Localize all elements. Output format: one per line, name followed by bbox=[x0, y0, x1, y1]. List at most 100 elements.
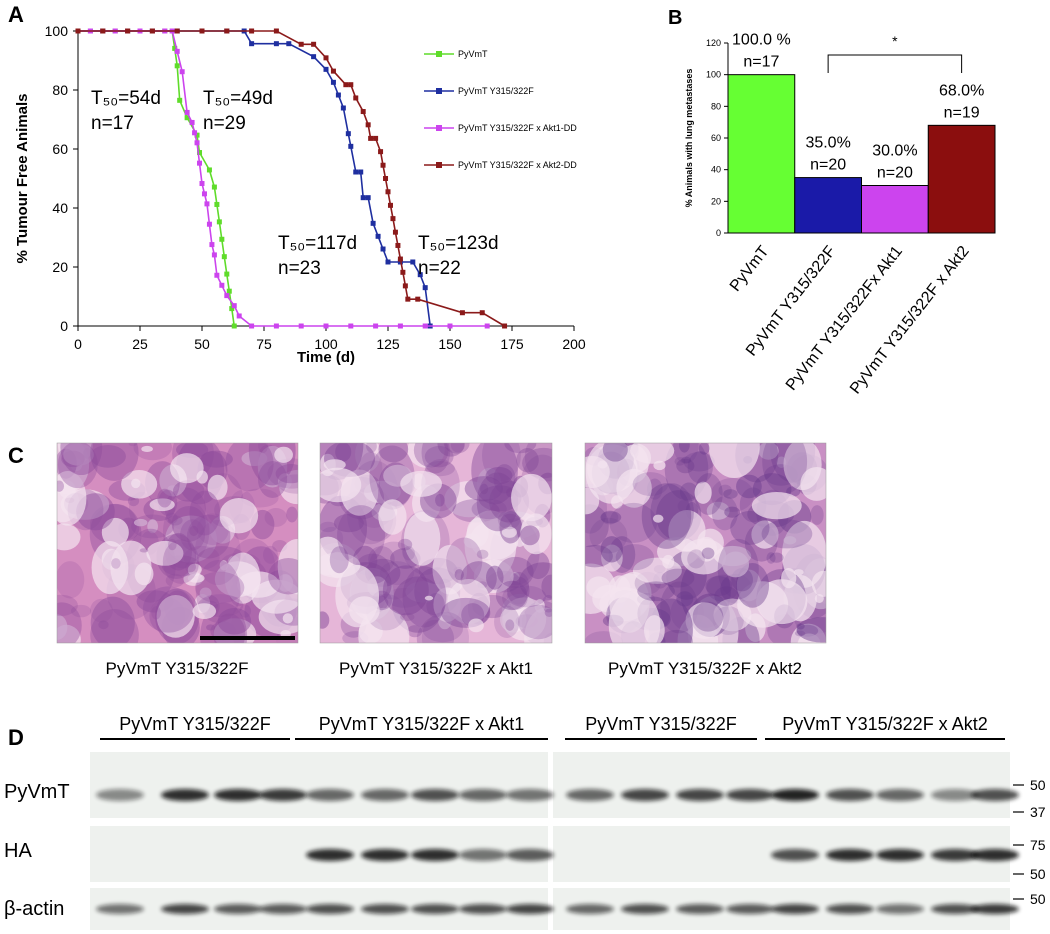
data-point bbox=[211, 252, 217, 258]
group-label: PyVmT Y315/322F x Akt2 bbox=[782, 714, 987, 734]
tissue-texture bbox=[762, 443, 808, 494]
tissue-texture bbox=[493, 464, 516, 494]
tissue-texture bbox=[585, 504, 609, 548]
tissue-texture bbox=[585, 544, 613, 568]
tissue-texture bbox=[421, 611, 469, 643]
tissue-texture bbox=[323, 459, 346, 471]
data-point bbox=[348, 323, 354, 329]
tissue-texture bbox=[698, 443, 710, 455]
tissue-texture bbox=[471, 443, 518, 505]
tissue-texture bbox=[194, 520, 241, 586]
tissue-texture bbox=[444, 480, 494, 518]
tissue-texture bbox=[662, 554, 675, 569]
tissue-texture bbox=[329, 546, 349, 574]
tissue-texture bbox=[476, 472, 519, 532]
tissue-texture bbox=[661, 568, 695, 588]
tissue-texture bbox=[679, 443, 690, 453]
tissue-texture bbox=[402, 566, 447, 628]
data-point bbox=[330, 68, 336, 74]
tissue-texture bbox=[705, 575, 733, 597]
blot-band bbox=[506, 789, 554, 801]
y-tick-label: 60 bbox=[711, 133, 721, 143]
significance-bracket bbox=[827, 54, 963, 73]
y-tick-label: 100 bbox=[706, 70, 721, 80]
blot-band bbox=[411, 849, 459, 861]
tissue-texture bbox=[677, 499, 690, 513]
row-label: PyVmT bbox=[4, 781, 70, 803]
data-point bbox=[402, 283, 408, 289]
tissue-texture bbox=[101, 517, 129, 547]
data-point bbox=[365, 195, 371, 201]
data-point bbox=[206, 167, 212, 173]
tissue-texture bbox=[446, 537, 483, 585]
tissue-texture bbox=[413, 443, 449, 468]
tissue-texture bbox=[676, 458, 695, 474]
tissue-texture bbox=[464, 476, 503, 502]
tissue-texture bbox=[447, 579, 491, 624]
data-point bbox=[100, 28, 106, 34]
blot-band bbox=[361, 904, 409, 914]
legend-label: PyVmT Y315/322F x Akt2-DD bbox=[458, 160, 577, 170]
tissue-texture bbox=[133, 518, 148, 527]
x-tick-label: 100 bbox=[314, 336, 338, 352]
tissue-texture bbox=[200, 450, 233, 468]
tissue-texture bbox=[219, 497, 259, 534]
blot-band bbox=[931, 904, 979, 914]
blot-band bbox=[771, 789, 819, 801]
data-point bbox=[192, 130, 198, 136]
tissue-texture bbox=[156, 594, 195, 638]
tissue-texture bbox=[262, 545, 278, 564]
tissue-texture bbox=[90, 443, 139, 481]
tissue-texture bbox=[121, 470, 158, 499]
tissue-texture bbox=[180, 519, 206, 551]
tissue-texture bbox=[184, 561, 196, 573]
tissue-texture bbox=[641, 483, 692, 549]
tissue-texture bbox=[189, 525, 199, 537]
data-point bbox=[236, 313, 242, 319]
tissue-texture bbox=[497, 556, 534, 588]
tissue-texture bbox=[128, 491, 155, 527]
data-point bbox=[249, 323, 255, 329]
tissue-texture bbox=[650, 483, 694, 541]
tissue-texture bbox=[421, 443, 451, 474]
legend-label: PyVmT Y315/322F x Akt1-DD bbox=[458, 123, 577, 133]
x-axis-label: Time (d) bbox=[297, 349, 355, 366]
data-point bbox=[197, 150, 203, 156]
tissue-texture bbox=[57, 471, 87, 526]
value-label: 100.0 % bbox=[732, 32, 791, 49]
tissue-texture bbox=[57, 624, 81, 643]
data-point bbox=[360, 195, 366, 201]
data-point bbox=[174, 63, 180, 69]
marker-label: 50 bbox=[1030, 866, 1046, 882]
blot-band bbox=[566, 789, 614, 801]
tissue-texture bbox=[400, 612, 415, 622]
tissue-texture bbox=[522, 447, 552, 479]
tissue-texture bbox=[192, 603, 217, 620]
data-point bbox=[214, 201, 220, 207]
tissue-texture bbox=[57, 523, 81, 551]
data-point bbox=[353, 95, 359, 101]
group-label: PyVmT Y315/322F bbox=[585, 714, 736, 734]
tissue-texture bbox=[142, 586, 195, 633]
tissue-texture bbox=[706, 574, 739, 602]
tissue-texture bbox=[796, 617, 826, 643]
tissue-texture bbox=[57, 594, 78, 617]
blot-band bbox=[726, 904, 774, 914]
tissue-texture bbox=[403, 512, 441, 566]
tissue-texture bbox=[195, 571, 245, 604]
tissue-texture bbox=[468, 618, 484, 633]
tissue-texture bbox=[349, 596, 380, 625]
tissue-texture bbox=[277, 473, 292, 490]
tissue-texture bbox=[278, 474, 298, 494]
blot-band bbox=[876, 904, 924, 914]
tissue-texture bbox=[723, 489, 738, 499]
blot-band bbox=[971, 849, 1019, 861]
data-point bbox=[385, 259, 391, 265]
tissue-texture bbox=[60, 443, 103, 476]
data-point bbox=[75, 28, 81, 34]
image-border bbox=[319, 442, 553, 644]
tissue-texture bbox=[589, 517, 628, 554]
data-point bbox=[345, 131, 351, 137]
blot-band bbox=[876, 789, 924, 801]
data-point bbox=[174, 48, 180, 54]
